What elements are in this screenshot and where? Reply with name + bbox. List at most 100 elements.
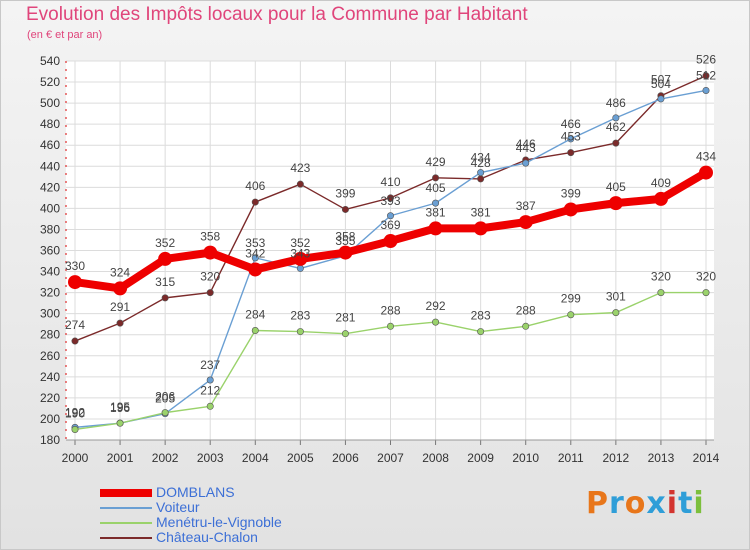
data-point bbox=[206, 289, 214, 297]
data-point bbox=[293, 251, 308, 266]
data-label: 381 bbox=[471, 205, 491, 219]
data-point bbox=[612, 114, 620, 122]
data-point bbox=[68, 275, 82, 290]
data-point bbox=[251, 327, 259, 335]
y-tick-label: 180 bbox=[40, 433, 60, 447]
x-tick-label: 2005 bbox=[287, 451, 314, 465]
data-point bbox=[71, 425, 79, 433]
data-label: 352 bbox=[290, 236, 310, 250]
y-tick-label: 280 bbox=[40, 328, 60, 342]
x-tick-label: 2000 bbox=[62, 451, 89, 465]
data-point bbox=[522, 322, 530, 330]
data-label: 353 bbox=[245, 236, 265, 250]
data-label: 486 bbox=[606, 96, 626, 110]
data-label: 284 bbox=[245, 308, 265, 322]
legend-label: Menétru-le-Vignoble bbox=[156, 514, 282, 530]
grid bbox=[66, 60, 714, 441]
legend-label: Voiteur bbox=[156, 499, 200, 515]
data-point bbox=[296, 264, 304, 272]
y-tick-label: 240 bbox=[40, 370, 60, 384]
y-tick-label: 320 bbox=[40, 286, 60, 300]
y-tick-label: 420 bbox=[40, 180, 60, 194]
data-point bbox=[563, 202, 578, 217]
data-label: 315 bbox=[155, 275, 175, 289]
data-point bbox=[383, 234, 398, 249]
data-point bbox=[296, 180, 304, 188]
data-point bbox=[251, 254, 259, 262]
data-label: 283 bbox=[471, 309, 491, 323]
data-label: 512 bbox=[696, 68, 716, 82]
data-label: 393 bbox=[380, 194, 400, 208]
data-label: 205 bbox=[155, 392, 175, 406]
data-point bbox=[702, 86, 710, 94]
data-label: 190 bbox=[65, 406, 85, 420]
data-label: 526 bbox=[696, 53, 716, 67]
data-label: 466 bbox=[561, 117, 581, 131]
legend-swatch bbox=[100, 507, 152, 509]
data-point bbox=[386, 212, 394, 220]
data-label: 443 bbox=[516, 141, 536, 155]
data-label: 399 bbox=[561, 186, 581, 200]
y-tick-label: 440 bbox=[40, 159, 60, 173]
data-label: 358 bbox=[335, 230, 355, 244]
data-point bbox=[161, 409, 169, 417]
data-label: 504 bbox=[651, 77, 671, 91]
axes: 180 200 220 240 260 280 300 320 340 360 380 400 420 4… bbox=[40, 54, 720, 465]
data-point bbox=[702, 289, 710, 297]
data-point bbox=[477, 175, 485, 183]
data-point bbox=[206, 402, 214, 410]
data-point bbox=[248, 262, 263, 277]
data-label: 342 bbox=[245, 246, 265, 260]
y-tick-label: 200 bbox=[40, 412, 60, 426]
y-tick-label: 400 bbox=[40, 201, 60, 215]
data-label: 429 bbox=[426, 155, 446, 169]
x-tick-label: 2006 bbox=[332, 451, 359, 465]
x-tick-label: 2001 bbox=[107, 451, 134, 465]
chart-title: Evolution des Impôts locaux pour la Comm… bbox=[26, 4, 528, 25]
data-point bbox=[251, 198, 259, 206]
data-label: 428 bbox=[471, 156, 491, 170]
data-label: 192 bbox=[65, 405, 85, 419]
x-tick-label: 2008 bbox=[422, 451, 449, 465]
legend-label: DOMBLANS bbox=[156, 484, 235, 500]
proxiti-logo: Proxiti bbox=[586, 486, 705, 521]
y-tick-label: 460 bbox=[40, 138, 60, 152]
data-label: 320 bbox=[696, 270, 716, 284]
y-tick-label: 360 bbox=[40, 244, 60, 258]
data-point bbox=[477, 169, 485, 177]
data-label: 446 bbox=[516, 137, 536, 151]
data-point bbox=[116, 319, 124, 327]
data-point bbox=[432, 199, 440, 207]
legend-swatch bbox=[100, 522, 152, 524]
x-tick-label: 2003 bbox=[197, 451, 224, 465]
data-point bbox=[161, 294, 169, 302]
data-label: 352 bbox=[155, 236, 175, 250]
x-tick-label: 2012 bbox=[603, 451, 630, 465]
chart-subtitle: (en € et par an) bbox=[27, 29, 103, 41]
data-label: 299 bbox=[561, 292, 581, 306]
y-tick-label: 380 bbox=[40, 222, 60, 236]
data-point bbox=[432, 318, 440, 326]
data-label: 288 bbox=[380, 303, 400, 317]
data-label: 409 bbox=[651, 176, 671, 190]
data-label: 507 bbox=[651, 73, 671, 87]
data-point bbox=[567, 135, 575, 143]
data-label: 324 bbox=[110, 265, 130, 279]
data-point bbox=[657, 95, 665, 103]
x-tick-label: 2009 bbox=[467, 451, 494, 465]
series-layer bbox=[68, 72, 713, 433]
data-label: 212 bbox=[200, 383, 220, 397]
data-label: 301 bbox=[606, 290, 626, 304]
data-point bbox=[158, 251, 173, 266]
data-label: 453 bbox=[561, 130, 581, 144]
y-tick-label: 300 bbox=[40, 307, 60, 321]
data-point bbox=[341, 330, 349, 338]
data-point bbox=[702, 72, 710, 80]
data-point bbox=[206, 376, 214, 384]
data-point bbox=[567, 311, 575, 319]
y-tick-label: 540 bbox=[40, 54, 60, 68]
data-label: 330 bbox=[65, 259, 85, 273]
data-point bbox=[608, 196, 623, 211]
y-tick-label: 340 bbox=[40, 265, 60, 279]
